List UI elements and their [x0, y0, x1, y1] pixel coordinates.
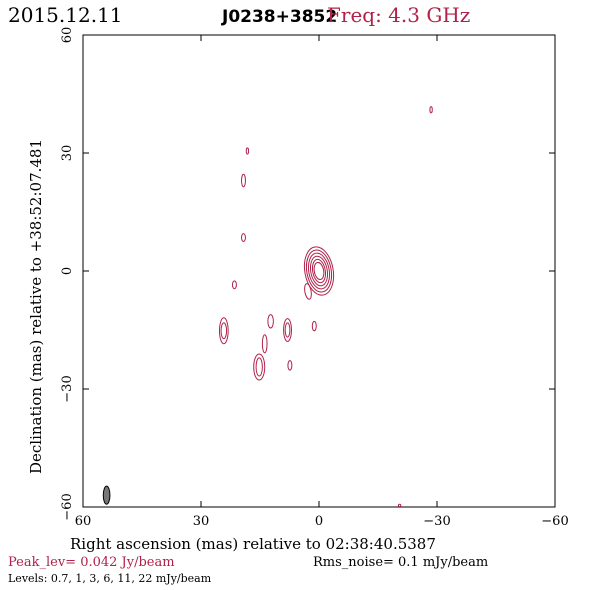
beam-ellipse — [102, 485, 111, 505]
contour-core-level-6 — [303, 246, 335, 296]
x-tick-label: 30 — [193, 514, 210, 529]
x-tick-label: −60 — [541, 514, 568, 529]
contour-core-level-2 — [311, 258, 327, 284]
observation-date: 2015.12.11 — [8, 3, 123, 27]
contour-c6-level-1 — [284, 322, 291, 338]
contour-c14-level-1 — [397, 503, 402, 508]
contour-c10-level-1 — [241, 233, 246, 242]
contour-core-level-5 — [305, 249, 333, 293]
contour-c8-level-1 — [287, 360, 293, 371]
x-tick-label: 0 — [315, 514, 323, 529]
contour-core-level-4 — [307, 252, 331, 290]
y-tick-label: −30 — [60, 375, 75, 402]
contour-c1-level-1 — [304, 283, 312, 300]
axis-ticks — [82, 34, 556, 508]
contour-core-level-3 — [309, 255, 329, 287]
contour-c12-level-1 — [245, 147, 250, 155]
y-axis-label: Declination (mas) relative to +38:52:07.… — [27, 139, 45, 474]
frequency-label: Freq: 4.3 GHz — [327, 3, 470, 27]
contour-c13-level-1 — [429, 106, 433, 114]
y-tick-label: 0 — [60, 267, 75, 275]
contour-core-level-1 — [313, 261, 325, 281]
x-tick-label: 60 — [75, 514, 92, 529]
beam-shape — [102, 485, 111, 505]
plot-frame — [82, 34, 556, 508]
y-tick-label: 30 — [60, 145, 75, 162]
rms-noise: Rms_noise= 0.1 mJy/beam — [313, 555, 488, 570]
contour-c2-level-2 — [218, 317, 229, 345]
contour-c11-level-1 — [241, 173, 246, 188]
axis-tick-labels: 60 30 0 −30 −60 −60 −30 0 30 60 — [60, 27, 569, 529]
contour-c5-level-1 — [267, 314, 274, 329]
contour-c4-level-1 — [261, 334, 268, 354]
y-tick-label: −60 — [60, 493, 75, 520]
contour-c9-level-1 — [231, 280, 237, 290]
peak-level: Peak_lev= 0.042 Jy/beam — [8, 555, 175, 570]
x-axis-label: Right ascension (mas) relative to 02:38:… — [70, 535, 436, 553]
source-name: J0238+3852 — [221, 7, 337, 27]
contour-components — [218, 106, 433, 508]
contour-c7-level-1 — [311, 320, 317, 332]
x-tick-label: −30 — [423, 514, 450, 529]
contour-c3-level-1 — [255, 357, 263, 377]
contour-levels: Levels: 0.7, 1, 3, 6, 11, 22 mJy/beam — [8, 572, 212, 585]
y-tick-label: 60 — [60, 27, 75, 44]
contour-c6-level-2 — [283, 318, 292, 342]
contour-c3-level-2 — [253, 353, 266, 381]
contour-c2-level-1 — [220, 322, 228, 340]
